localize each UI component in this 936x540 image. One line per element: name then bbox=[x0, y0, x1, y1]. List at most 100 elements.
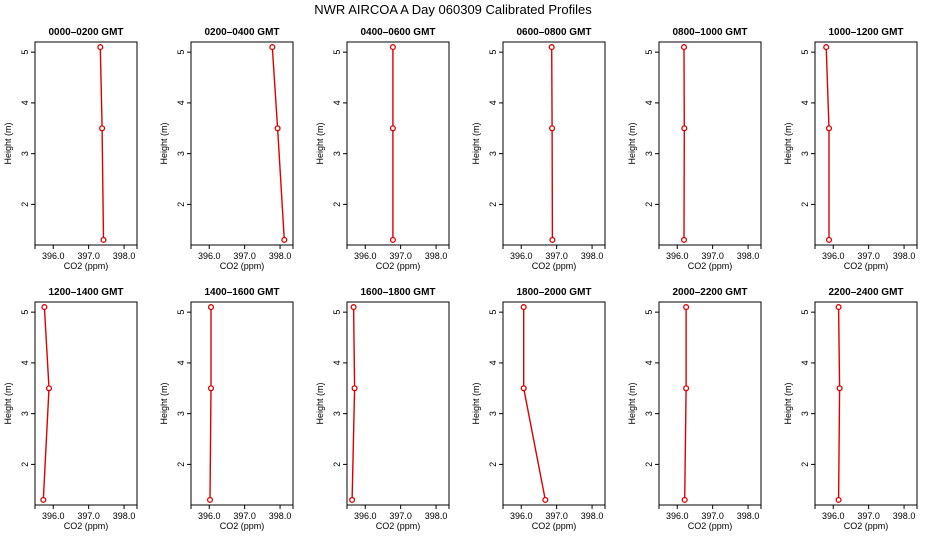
data-point bbox=[274, 125, 281, 132]
x-axis-label: CO2 (ppm) bbox=[844, 521, 889, 531]
x-tick-label: 398.0 bbox=[581, 251, 604, 261]
y-tick-label: 2 bbox=[488, 202, 498, 207]
y-tick-label: 4 bbox=[332, 100, 342, 105]
y-tick-label: 5 bbox=[488, 50, 498, 55]
x-tick-label: 397.0 bbox=[77, 511, 100, 521]
data-point bbox=[389, 44, 396, 51]
x-tick-label: 397.0 bbox=[701, 511, 724, 521]
y-tick-label: 4 bbox=[20, 360, 30, 365]
y-axis-label: Height (m) bbox=[627, 122, 637, 164]
panel-12: 2200–2400 GMT 2 3 4 5 Height (m) 396.0 397.0 398… bbox=[783, 287, 918, 531]
x-tick-label: 398.0 bbox=[425, 511, 448, 521]
data-point bbox=[680, 44, 688, 51]
y-tick-label: 2 bbox=[644, 202, 654, 207]
plot-frame bbox=[502, 301, 606, 506]
data-point bbox=[836, 385, 843, 392]
plot-frame bbox=[190, 41, 294, 246]
profile-line bbox=[837, 307, 841, 500]
x-tick-label: 396.0 bbox=[354, 251, 377, 261]
y-tick-label: 5 bbox=[20, 310, 30, 315]
x-axis-label: CO2 (ppm) bbox=[532, 521, 577, 531]
x-tick-label: 396.0 bbox=[666, 251, 689, 261]
panels-group: 0000–0200 GMT 2 3 4 5 Height (m) 396.0 397.0 398… bbox=[3, 27, 918, 531]
y-axis-label: Height (m) bbox=[627, 382, 637, 424]
data-point bbox=[823, 44, 830, 51]
panel-10: 1800–2000 GMT 2 3 4 5 Height (m) 396.0 397.0 398… bbox=[471, 287, 606, 531]
y-tick-label: 5 bbox=[800, 310, 810, 315]
data-point bbox=[389, 236, 396, 243]
data-point bbox=[835, 496, 842, 503]
panel-title: 2000–2200 GMT bbox=[672, 287, 747, 298]
data-point bbox=[683, 385, 690, 392]
plot-frame bbox=[814, 41, 918, 246]
x-tick-label: 398.0 bbox=[269, 511, 292, 521]
y-tick-label: 3 bbox=[644, 151, 654, 156]
panel-title: 0400–0600 GMT bbox=[360, 27, 435, 38]
profile-line bbox=[271, 47, 285, 240]
panel-title: 0200–0400 GMT bbox=[204, 27, 279, 38]
x-tick-label: 397.0 bbox=[77, 251, 100, 261]
profile-line bbox=[42, 307, 50, 500]
y-tick-label: 3 bbox=[800, 151, 810, 156]
y-axis-label: Height (m) bbox=[159, 122, 169, 164]
y-tick-label: 2 bbox=[800, 462, 810, 467]
y-tick-label: 4 bbox=[488, 100, 498, 105]
plot-frame bbox=[346, 301, 450, 506]
data-point bbox=[520, 385, 527, 392]
panel-title: 1200–1400 GMT bbox=[48, 287, 123, 298]
data-point bbox=[681, 125, 688, 132]
x-tick-label: 398.0 bbox=[113, 251, 136, 261]
x-tick-label: 397.0 bbox=[545, 511, 568, 521]
y-axis-label: Height (m) bbox=[159, 382, 169, 424]
data-point bbox=[97, 44, 104, 51]
x-tick-label: 396.0 bbox=[666, 511, 689, 521]
x-axis-label: CO2 (ppm) bbox=[220, 521, 265, 531]
profile-line bbox=[523, 307, 546, 501]
panel-7: 1200–1400 GMT 2 3 4 5 Height (m) 396.0 397.0 398… bbox=[3, 287, 138, 531]
panel-8: 1400–1600 GMT 2 3 4 5 Height (m) 396.0 397.0 398… bbox=[159, 287, 294, 531]
x-axis-label: CO2 (ppm) bbox=[532, 261, 577, 271]
y-tick-label: 2 bbox=[176, 202, 186, 207]
x-tick-label: 397.0 bbox=[389, 251, 412, 261]
data-point bbox=[350, 304, 357, 311]
y-tick-label: 2 bbox=[332, 462, 342, 467]
x-axis-label: CO2 (ppm) bbox=[688, 261, 733, 271]
x-tick-label: 397.0 bbox=[233, 511, 256, 521]
y-tick-label: 4 bbox=[644, 360, 654, 365]
plot-frame bbox=[346, 41, 450, 246]
panel-11: 2000–2200 GMT 2 3 4 5 Height (m) 396.0 397.0 398… bbox=[627, 287, 762, 531]
y-tick-label: 5 bbox=[332, 50, 342, 55]
x-axis-label: CO2 (ppm) bbox=[376, 521, 421, 531]
y-tick-label: 2 bbox=[20, 462, 30, 467]
data-point bbox=[99, 125, 106, 132]
data-point bbox=[206, 496, 214, 503]
y-tick-label: 3 bbox=[332, 411, 342, 416]
y-tick-label: 5 bbox=[800, 50, 810, 55]
data-point bbox=[349, 496, 356, 503]
y-axis-label: Height (m) bbox=[783, 382, 793, 424]
panel-5: 0800–1000 GMT 2 3 4 5 Height (m) 396.0 397.0 398… bbox=[627, 27, 762, 271]
plot-frame bbox=[34, 41, 138, 246]
x-tick-label: 398.0 bbox=[269, 251, 292, 261]
data-point bbox=[825, 236, 833, 243]
profile-line bbox=[209, 307, 212, 500]
data-point bbox=[549, 125, 556, 132]
x-tick-label: 396.0 bbox=[42, 511, 65, 521]
x-tick-label: 398.0 bbox=[425, 251, 448, 261]
plot-frame bbox=[658, 41, 762, 246]
y-tick-label: 4 bbox=[176, 100, 186, 105]
y-tick-label: 2 bbox=[332, 202, 342, 207]
data-point bbox=[835, 304, 842, 311]
data-point bbox=[681, 496, 688, 503]
y-axis-label: Height (m) bbox=[3, 382, 13, 424]
x-tick-label: 396.0 bbox=[198, 511, 221, 521]
y-tick-label: 2 bbox=[20, 202, 30, 207]
x-tick-label: 398.0 bbox=[737, 251, 760, 261]
plot-frame bbox=[34, 301, 138, 506]
panel-3: 0400–0600 GMT 2 3 4 5 Height (m) 396.0 397.0 398… bbox=[315, 27, 450, 271]
profile-line bbox=[825, 47, 830, 240]
panel-title: 1800–2000 GMT bbox=[516, 287, 591, 298]
x-axis-label: CO2 (ppm) bbox=[376, 261, 421, 271]
y-axis-label: Height (m) bbox=[3, 122, 13, 164]
